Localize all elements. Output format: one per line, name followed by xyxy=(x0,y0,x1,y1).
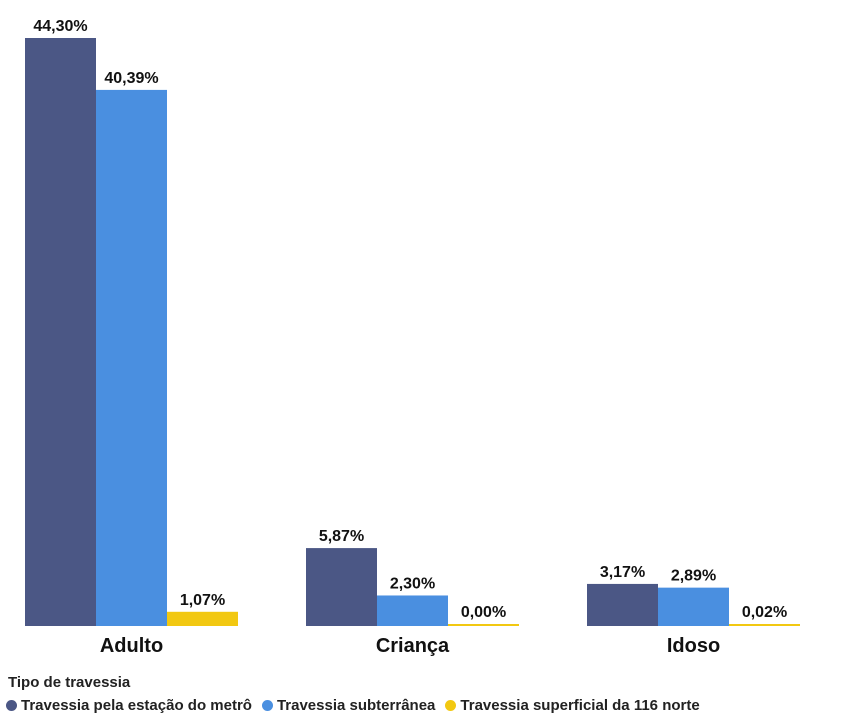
legend-dot-subterranea xyxy=(261,700,273,711)
legend-item-metro: Travessia pela estação do metrô xyxy=(6,697,252,714)
bar-idoso-series-2 xyxy=(658,587,729,626)
legend-label-subterranea: Travessia subterrânea xyxy=(276,697,436,714)
data-label-adulto-series-2: 40,39% xyxy=(104,70,158,87)
legend-dot-superficial xyxy=(445,700,457,711)
legend-dot-metro xyxy=(6,700,17,711)
data-label-criança-series-1: 5,87% xyxy=(319,528,364,545)
data-label-adulto-series-3: 1,07% xyxy=(180,592,225,609)
category-label-idoso: Idoso xyxy=(667,635,720,657)
bar-adulto-series-2 xyxy=(96,89,167,627)
legend-item-superficial: Travessia superficial da 116 norte xyxy=(445,697,700,714)
category-label-criança: Criança xyxy=(376,635,450,657)
bar-chart: 44,30% 40,39% 1,07% Adulto 5,87% 2,30% 0,00% Cr… xyxy=(25,18,800,657)
bar-criança-series-3 xyxy=(448,624,519,626)
legend-label-superficial: Travessia superficial da 116 norte xyxy=(460,697,700,714)
bar-adulto-series-3 xyxy=(167,611,238,626)
data-label-adulto-series-1: 44,30% xyxy=(33,18,87,35)
data-label-criança-series-2: 2,30% xyxy=(390,575,435,592)
data-label-idoso-series-1: 3,17% xyxy=(600,564,645,581)
data-label-criança-series-3: 0,00% xyxy=(461,604,506,621)
category-label-adulto: Adulto xyxy=(100,635,163,657)
bar-idoso-series-1 xyxy=(587,583,658,626)
legend-item-subterranea: Travessia subterrânea xyxy=(261,697,436,714)
data-label-idoso-series-2: 2,89% xyxy=(671,568,716,585)
legend: Travessia pela estação do metrô Travessi… xyxy=(6,697,700,714)
bar-idoso-series-3 xyxy=(729,624,800,626)
bar-adulto-series-1 xyxy=(25,38,96,626)
bar-criança-series-2 xyxy=(377,595,448,626)
legend-title: Tipo de travessia xyxy=(8,674,131,691)
bar-criança-series-1 xyxy=(306,548,377,626)
legend-label-metro: Travessia pela estação do metrô xyxy=(21,697,252,714)
data-label-idoso-series-3: 0,02% xyxy=(742,604,787,621)
